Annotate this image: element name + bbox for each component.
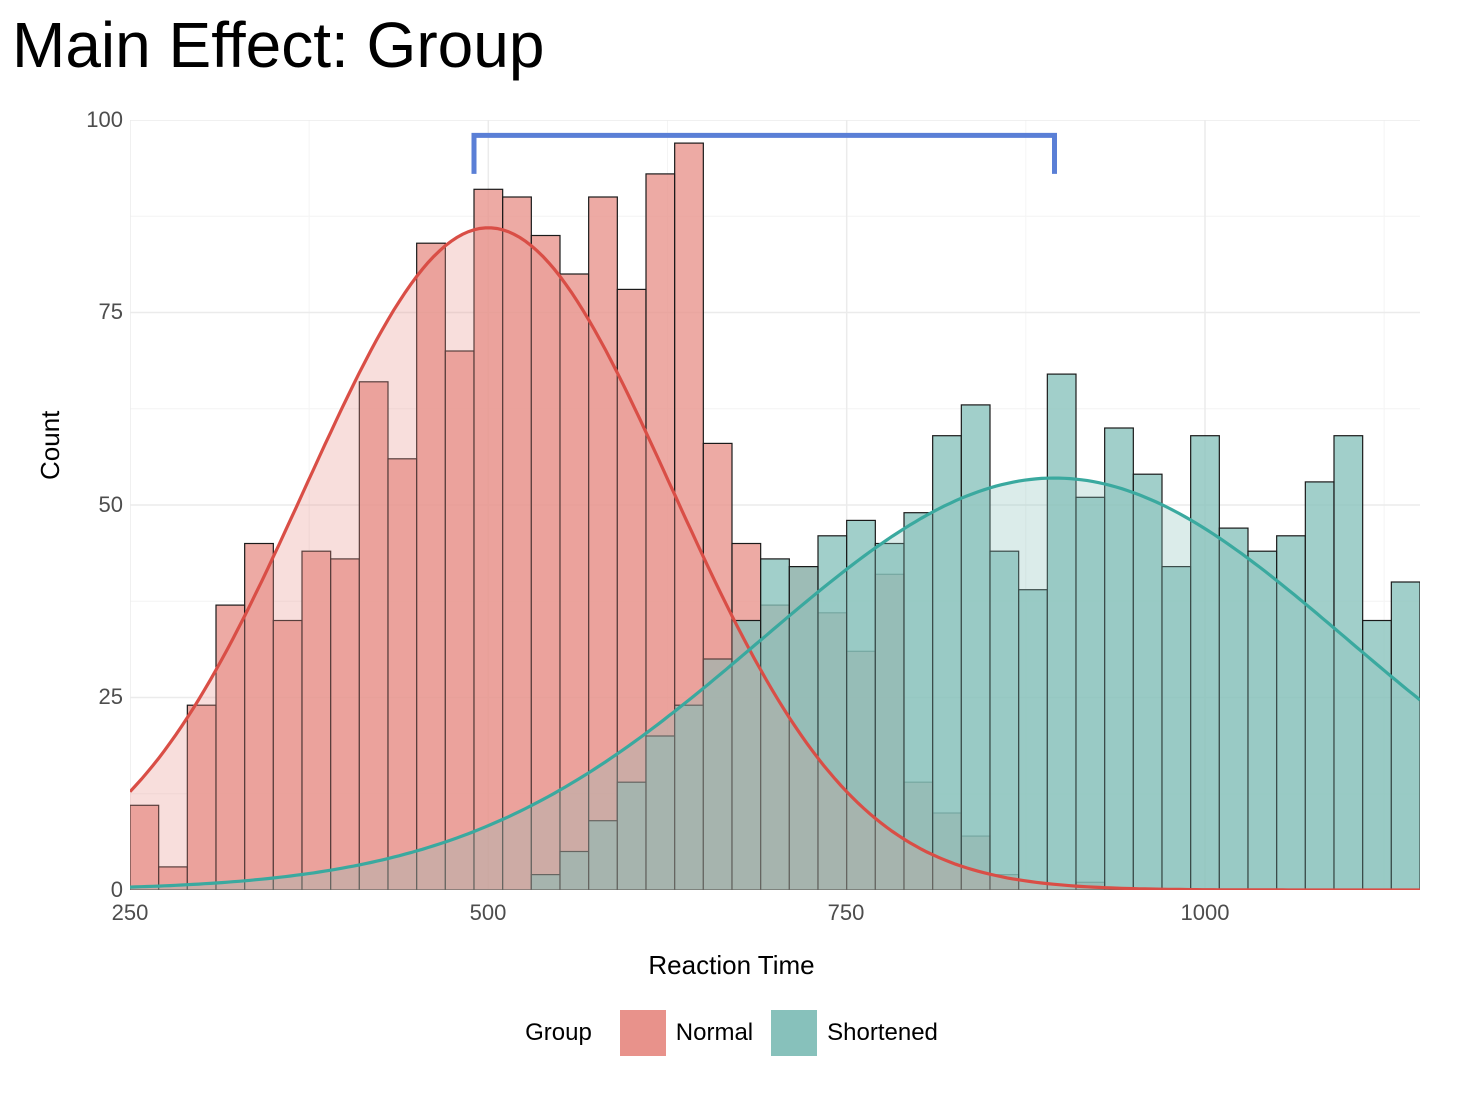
y-tick-50: 50 xyxy=(63,492,123,518)
legend-item-shortened: Shortened xyxy=(771,1010,938,1056)
y-axis-label: Count xyxy=(35,411,66,480)
legend: Group Normal Shortened xyxy=(0,1010,1463,1056)
legend-title: Group xyxy=(525,1019,592,1047)
legend-label-shortened: Shortened xyxy=(827,1019,938,1047)
y-tick-25: 25 xyxy=(63,684,123,710)
legend-swatch-normal xyxy=(620,1010,666,1056)
legend-item-normal: Normal xyxy=(620,1010,753,1056)
x-tick-250: 250 xyxy=(90,900,170,926)
x-tick-750: 750 xyxy=(806,900,886,926)
x-tick-1000: 1000 xyxy=(1165,900,1245,926)
legend-label-normal: Normal xyxy=(676,1019,753,1047)
histogram-chart xyxy=(130,120,1420,890)
y-tick-75: 75 xyxy=(63,299,123,325)
y-tick-100: 100 xyxy=(63,107,123,133)
x-axis-label: Reaction Time xyxy=(0,950,1463,981)
x-tick-500: 500 xyxy=(448,900,528,926)
chart-title: Main Effect: Group xyxy=(12,8,544,82)
legend-swatch-shortened xyxy=(771,1010,817,1056)
